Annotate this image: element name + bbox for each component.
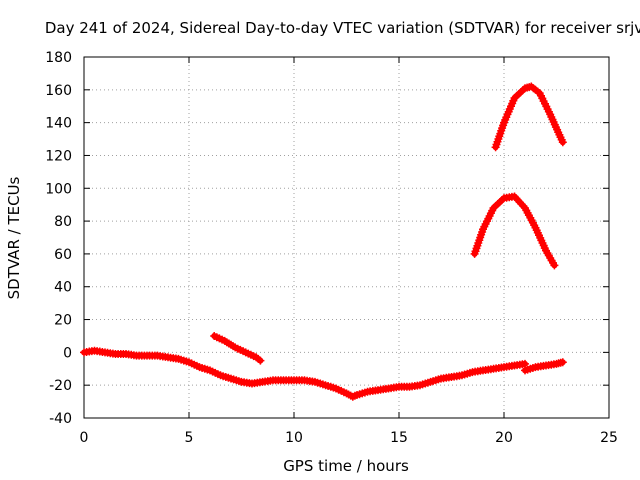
series-arc-lower: [470, 192, 559, 270]
data-point: [517, 200, 526, 209]
y-tick-label: 180: [45, 50, 72, 66]
plot-frame: [83, 56, 610, 419]
data-point: [515, 198, 524, 207]
y-tick-label: 160: [45, 83, 72, 99]
data-point: [558, 138, 567, 147]
x-tick-label: 15: [390, 430, 408, 446]
x-tick-label: 10: [285, 430, 303, 446]
x-axis-title: GPS time / hours: [283, 457, 409, 475]
series-arc-upper: [491, 82, 567, 152]
axis-ticks: 0 5 10 15 20 25 -40 -20 0 20 40 60 80 100 120 140 160 180: [45, 50, 618, 446]
y-tick-label: -40: [49, 411, 72, 427]
data-marks: [80, 82, 567, 401]
y-tick-label: -20: [49, 378, 72, 394]
x-tick-label: 5: [185, 430, 194, 446]
series-short-segment: [210, 332, 265, 365]
y-tick-label: 100: [45, 181, 72, 197]
series-late-tail: [521, 358, 567, 375]
grid-lines: [84, 57, 609, 418]
data-point: [510, 192, 519, 201]
x-tick-label: 20: [495, 430, 513, 446]
y-axis-title: SDTVAR / TECUs: [5, 176, 23, 299]
y-tick-label: 0: [63, 345, 72, 361]
y-tick-label: 120: [45, 148, 72, 164]
data-point: [550, 261, 559, 270]
data-point: [514, 196, 522, 205]
chart-title: Day 241 of 2024, Sidereal Day-to-day VTE…: [45, 19, 640, 37]
data-point: [512, 194, 521, 203]
series-baseline: [80, 346, 529, 401]
y-tick-label: 60: [54, 247, 72, 263]
series-band: [471, 193, 558, 269]
y-tick-label: 40: [54, 280, 72, 296]
data-point: [558, 358, 567, 367]
y-tick-label: 80: [54, 214, 72, 230]
y-tick-label: 140: [45, 116, 72, 132]
y-tick-label: 20: [54, 313, 72, 329]
data-point: [256, 356, 265, 365]
x-tick-label: 0: [80, 430, 89, 446]
x-tick-label: 25: [600, 430, 618, 446]
